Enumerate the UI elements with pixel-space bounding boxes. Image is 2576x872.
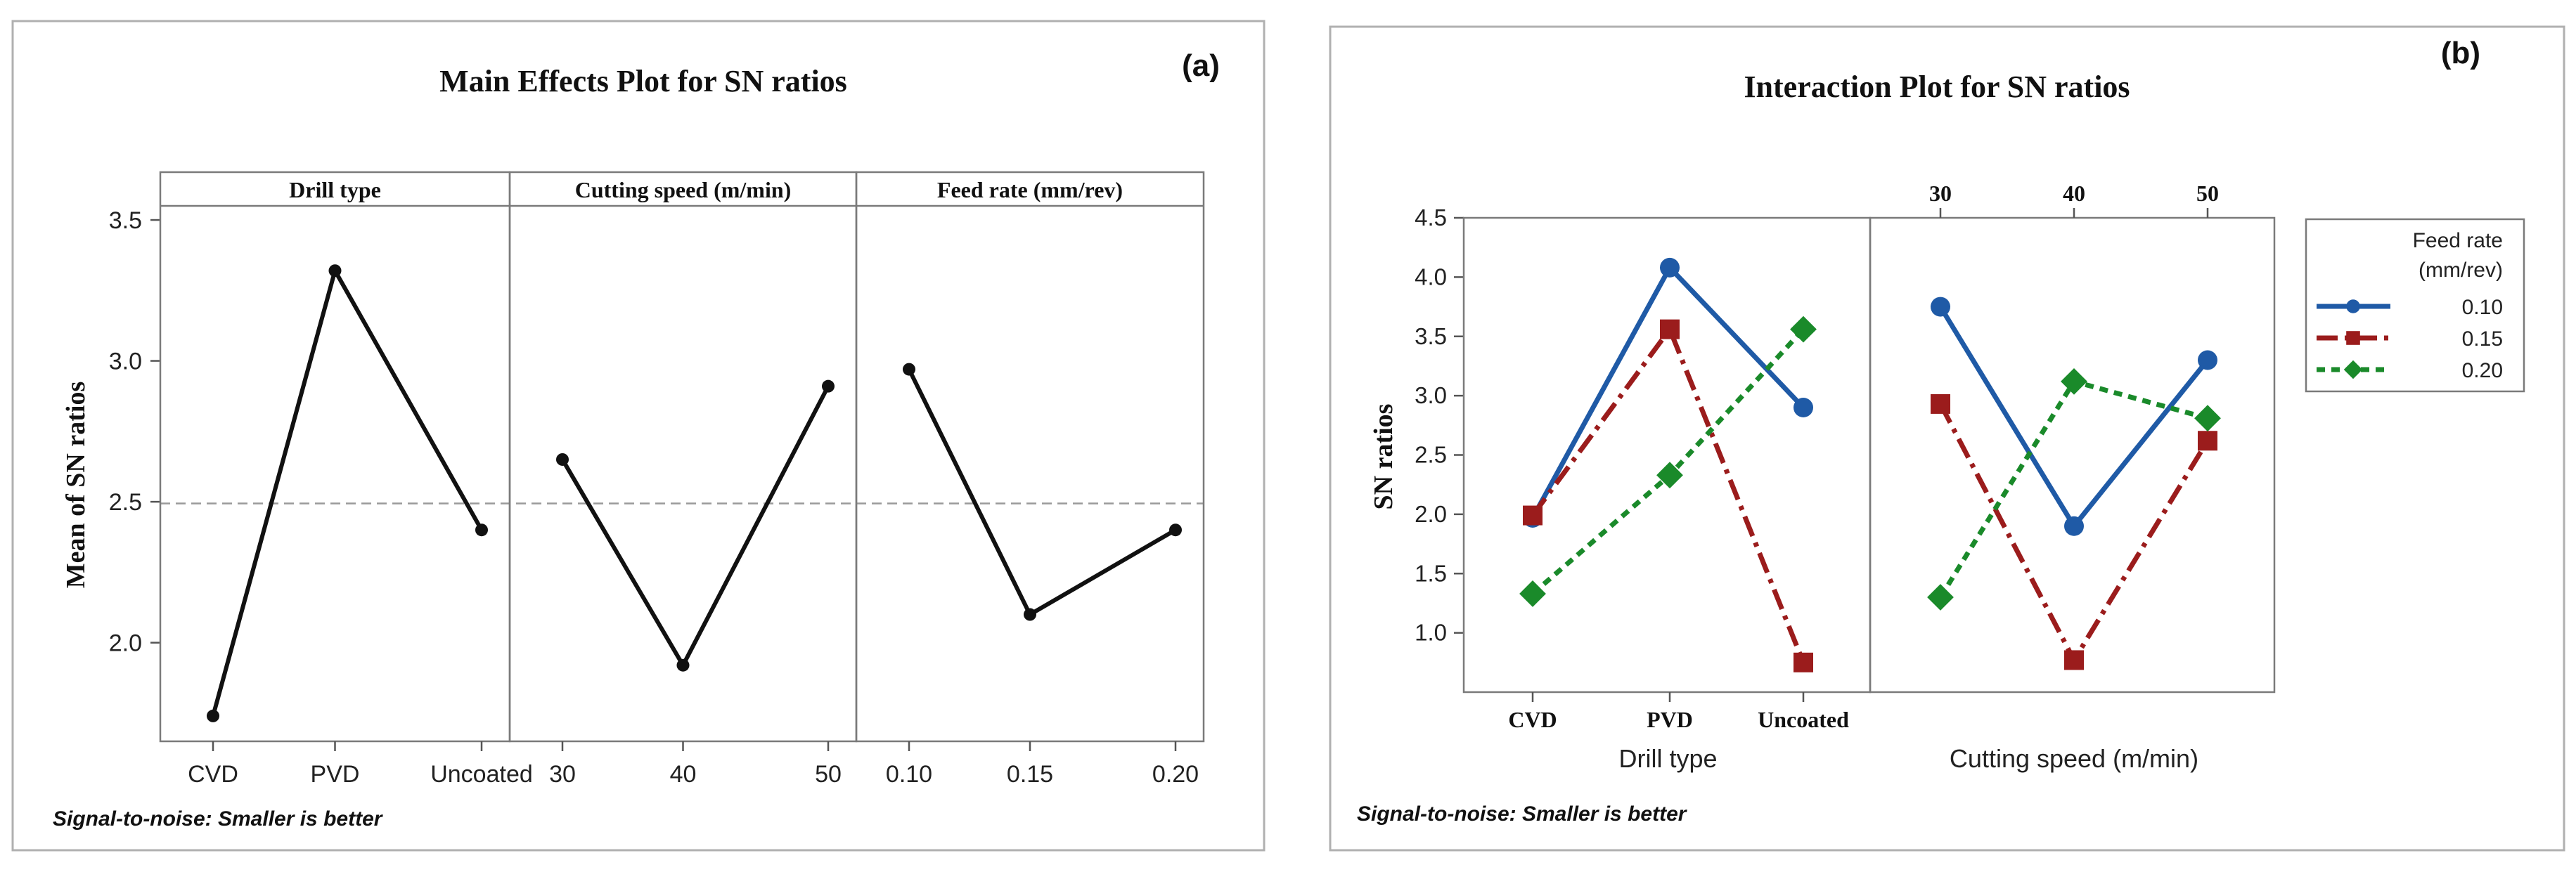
legend-swatch-marker — [2346, 331, 2360, 345]
panel-a-xtick-label: 0.15 — [1007, 761, 1053, 788]
panel-b-xtick-label: 40 — [2063, 181, 2085, 206]
panel-a-point — [207, 709, 219, 722]
panel-b-xtick-label: 50 — [2196, 181, 2219, 206]
panel-a-title: Main Effects Plot for SN ratios — [439, 64, 847, 98]
panel-b-point — [2194, 405, 2221, 432]
panel-b-point — [1931, 297, 1950, 317]
panel-b-xtick-label: 30 — [1929, 181, 1952, 206]
legend-entry-label: 0.15 — [2462, 327, 2503, 351]
panel-b-xtick-label: PVD — [1647, 707, 1693, 732]
legend-swatch-marker — [2346, 299, 2360, 313]
panel-b-border — [1329, 25, 2565, 852]
panel-b-ytick-label: 3.0 — [1415, 382, 1447, 408]
panel-a-facet: Drill type CVD PVD Uncoated — [159, 171, 533, 788]
panel-a-point — [903, 363, 915, 376]
panel-a-ylabel: Mean of SN ratios — [61, 382, 91, 588]
panel-a-point — [1024, 608, 1036, 621]
panel-a-facet-strip-label: Feed rate (mm/rev) — [937, 177, 1123, 202]
legend-items: 0.10 0.15 0.20 — [2317, 296, 2503, 382]
panel-b-point — [2064, 516, 2084, 536]
panel-a-point — [1169, 523, 1182, 537]
panel-a-ytick-label: 3.0 — [109, 349, 142, 375]
panel-a-footnote: Signal-to-noise: Smaller is better — [53, 807, 384, 831]
legend-entry-label: 0.10 — [2462, 296, 2503, 319]
legend-swatch-marker — [2343, 360, 2363, 379]
panel-a-point — [676, 658, 690, 672]
panel-b-point — [1793, 398, 1813, 417]
panel-b-point — [1660, 257, 1680, 278]
panel-a-point — [556, 453, 569, 466]
panel-a-xtick-label: PVD — [311, 761, 360, 788]
legend-title-line1: Feed rate — [2413, 229, 2503, 252]
panel-a-xtick-label: 0.20 — [1152, 761, 1199, 788]
panel-a-point — [328, 264, 342, 278]
panel-b-ytick-label: 2.5 — [1415, 442, 1447, 468]
panel-a-xtick-label: 40 — [670, 761, 697, 788]
panel-b-point — [2198, 431, 2217, 451]
panel-b-facet-frame — [1869, 216, 2276, 694]
panel-b-point — [1523, 505, 1543, 526]
panel-a-border — [11, 20, 1266, 852]
panel-b-xtick-label: CVD — [1508, 707, 1557, 732]
panel-b-xlabel: Cutting speed (m/min) — [1950, 744, 2198, 773]
panel-b-point — [1931, 393, 1950, 414]
panel-a-label: (a) — [1182, 48, 1220, 83]
panel-b-point — [1660, 319, 1680, 339]
legend-title-line2: (mm/rev) — [2419, 259, 2503, 282]
panel-b-ytick-label: 1.0 — [1415, 620, 1447, 646]
panel-a-point — [822, 379, 835, 393]
panel-a-ytick-label: 2.0 — [109, 630, 142, 657]
panel-b-point — [2061, 367, 2087, 395]
panel-b-point — [1519, 580, 1546, 607]
panel-a-xtick-label: 0.10 — [886, 761, 932, 788]
legend: Feed rate (mm/rev) 0.10 0.15 0.20 — [2305, 218, 2525, 393]
panel-a-ytick-label: 2.5 — [109, 489, 142, 516]
panel-b-xtick-label: Uncoated — [1758, 707, 1849, 732]
panel-a-point — [475, 523, 488, 537]
panel-b-facets: CVD PVD Uncoated Drill type 30 40 50 Cutting sp… — [1462, 181, 2276, 773]
panel-a-facet-strip-label: Cutting speed (m/min) — [575, 177, 792, 202]
panel-b-point — [2064, 650, 2084, 670]
panel-a-xtick-label: CVD — [188, 761, 238, 788]
panel-b-xlabel: Drill type — [1618, 744, 1717, 773]
panel-b-point — [1927, 584, 1954, 611]
legend-entry-label: 0.20 — [2462, 359, 2503, 382]
main-effects-panel: Main Effects Plot for SN ratios (a) Mean… — [11, 20, 1266, 852]
panel-b-footnote: Signal-to-noise: Smaller is better — [1357, 802, 1688, 826]
panel-b-ytick-label: 4.5 — [1415, 204, 1447, 230]
panel-b-y-axis: 1.0 1.5 2.0 2.5 3.0 3.5 4.0 4.5 — [1415, 204, 1464, 646]
panel-a-xtick-label: 50 — [815, 761, 842, 788]
panel-a-facet: Cutting speed (m/min) 30 40 50 — [508, 171, 858, 788]
panel-b-title: Interaction Plot for SN ratios — [1744, 70, 2130, 104]
panel-b-point — [1793, 652, 1813, 672]
panel-b-point — [2198, 350, 2217, 370]
panel-a-facet-strip-label: Drill type — [289, 177, 381, 202]
panel-a-y-axis: 2.0 2.5 3.0 3.5 — [109, 207, 160, 657]
panel-a-ytick-label: 3.5 — [109, 207, 142, 234]
interaction-panel: Interaction Plot for SN ratios (b) SN ra… — [1329, 25, 2565, 852]
panel-b-point — [1656, 462, 1683, 489]
panel-b-ylabel: SN ratios — [1369, 404, 1398, 510]
panel-a-xtick-label: 30 — [549, 761, 576, 788]
panel-a-xtick-label: Uncoated — [430, 761, 533, 788]
panel-b-ytick-label: 1.5 — [1415, 560, 1447, 586]
panel-b-point — [1790, 315, 1817, 343]
panel-b-facet: 30 40 50 Cutting speed (m/min) — [1869, 181, 2276, 773]
panel-b-label: (b) — [2441, 36, 2480, 70]
panel-a-facet: Feed rate (mm/rev) 0.10 0.15 0.20 — [855, 171, 1205, 788]
panel-b-ytick-label: 3.5 — [1415, 323, 1447, 349]
panel-b-ytick-label: 2.0 — [1415, 501, 1447, 527]
panel-b-ytick-label: 4.0 — [1415, 263, 1447, 289]
